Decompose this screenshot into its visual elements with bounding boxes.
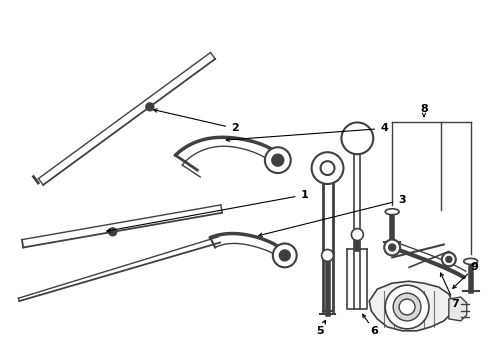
Polygon shape <box>369 281 454 331</box>
Text: 6: 6 <box>370 326 378 336</box>
Text: 8: 8 <box>420 104 428 113</box>
Circle shape <box>384 239 400 255</box>
Circle shape <box>399 299 415 315</box>
Circle shape <box>321 249 334 261</box>
Text: 4: 4 <box>380 123 388 134</box>
Text: 1: 1 <box>301 190 309 200</box>
Circle shape <box>312 152 343 184</box>
Circle shape <box>442 252 456 266</box>
Circle shape <box>385 285 429 329</box>
Ellipse shape <box>385 209 399 215</box>
Circle shape <box>265 147 291 173</box>
Text: 2: 2 <box>231 123 239 134</box>
Polygon shape <box>449 297 467 321</box>
Ellipse shape <box>464 258 478 264</box>
Circle shape <box>146 103 154 111</box>
Circle shape <box>273 243 297 267</box>
Circle shape <box>272 154 284 166</box>
Text: 5: 5 <box>316 326 323 336</box>
Text: 9: 9 <box>471 262 479 272</box>
Text: 7: 7 <box>451 299 459 309</box>
Circle shape <box>393 293 421 321</box>
Circle shape <box>279 250 290 261</box>
Circle shape <box>351 229 363 240</box>
Circle shape <box>446 256 452 262</box>
Circle shape <box>109 228 117 236</box>
Circle shape <box>342 122 373 154</box>
Text: 3: 3 <box>398 195 406 205</box>
Circle shape <box>389 244 395 251</box>
Circle shape <box>320 161 335 175</box>
